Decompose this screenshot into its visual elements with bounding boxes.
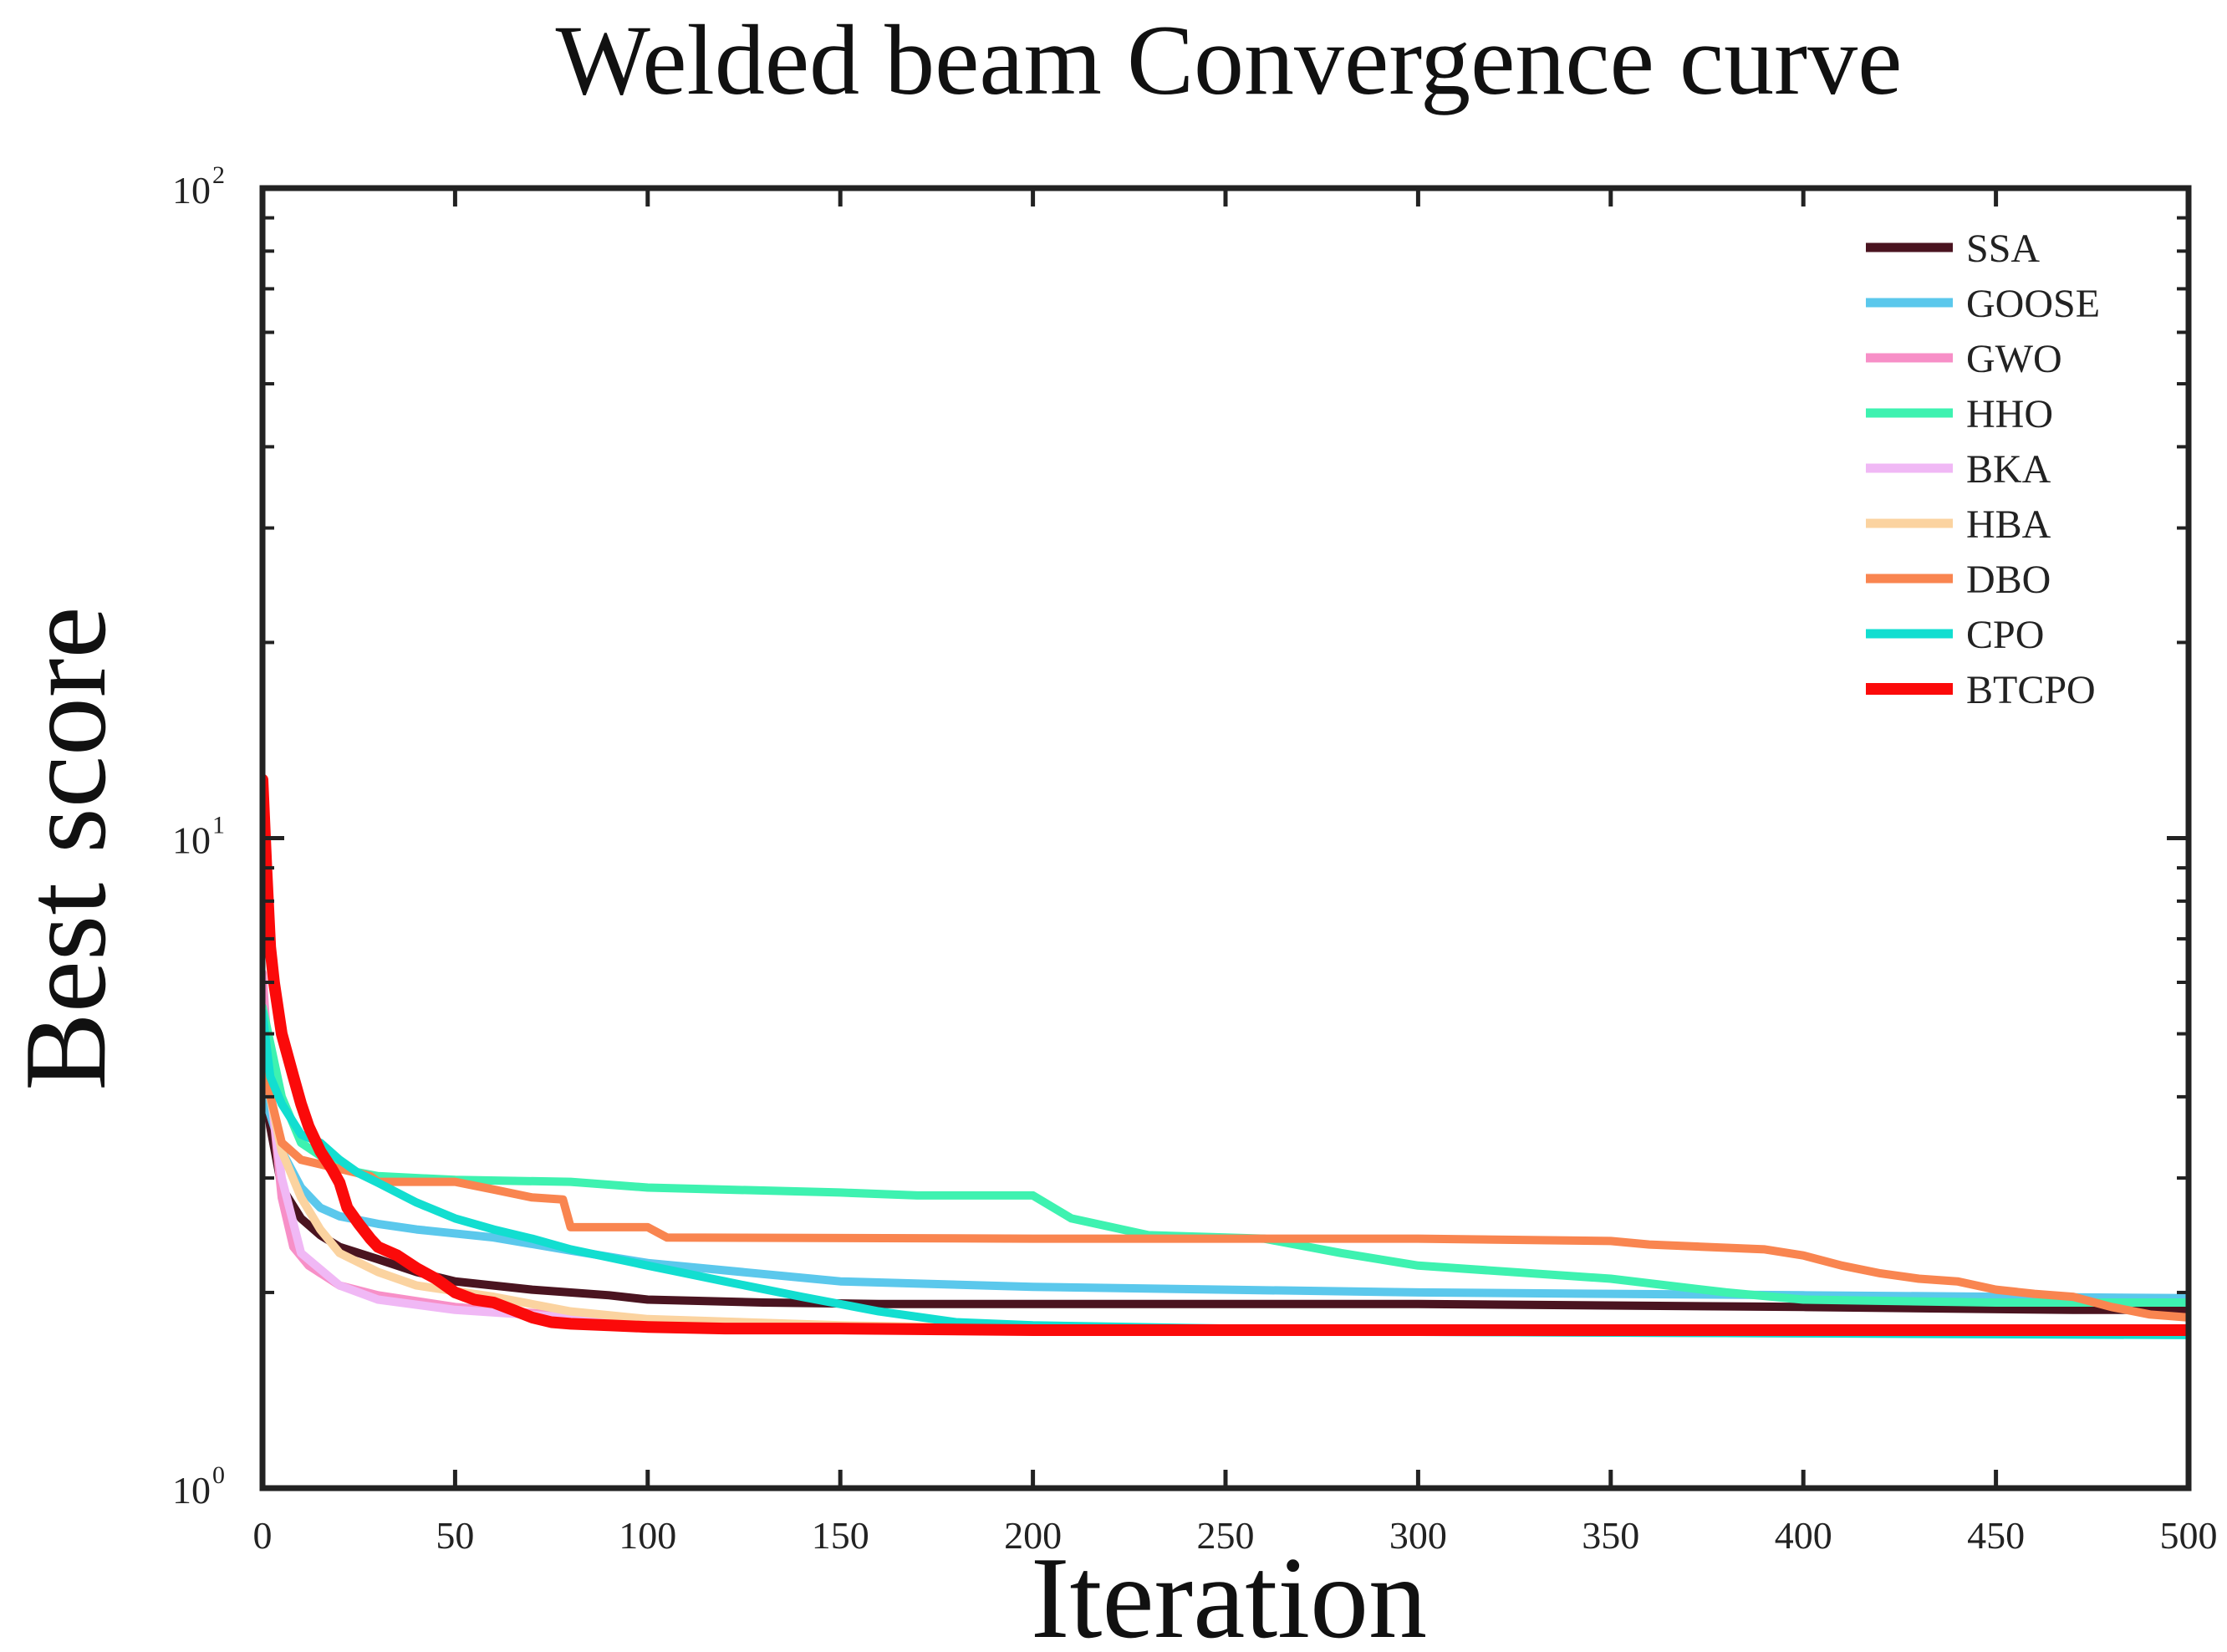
y-tick-label: 10 — [172, 1469, 211, 1512]
x-tick-label: 300 — [1389, 1514, 1447, 1557]
series-lines — [262, 773, 2189, 1339]
x-tick-label: 100 — [619, 1514, 676, 1557]
x-tick-label: 150 — [812, 1514, 869, 1557]
chart-title: Welded beam Convergence curve — [556, 4, 1903, 115]
legend-label-hba: HBA — [1966, 502, 2051, 547]
legend-label-ssa: SSA — [1966, 227, 2040, 271]
legend: SSA GOOSE GWO HHO BKA HBA DBO CPO BTCPO — [1866, 227, 2100, 712]
legend-label-goose: GOOSE — [1966, 282, 2100, 326]
y-tick-exponent: 1 — [212, 812, 225, 839]
legend-label-dbo: DBO — [1966, 558, 2051, 602]
x-tick-label: 250 — [1197, 1514, 1255, 1557]
x-tick-label: 200 — [1004, 1514, 1062, 1557]
y-tick-exponent: 2 — [212, 161, 225, 189]
x-tick-label: 0 — [253, 1514, 273, 1557]
x-axis-label: Iteration — [1031, 1533, 1427, 1652]
series-line-btcpo — [262, 773, 2189, 1336]
legend-label-btcpo: BTCPO — [1966, 668, 2096, 712]
legend-label-cpo: CPO — [1966, 613, 2044, 657]
x-tick-label: 350 — [1582, 1514, 1639, 1557]
x-tick-label: 50 — [436, 1514, 474, 1557]
series-line-ssa — [262, 1053, 2189, 1314]
y-tick-label: 10 — [172, 169, 211, 212]
legend-label-gwo: GWO — [1966, 337, 2062, 381]
y-axis-label: Best score — [1, 606, 130, 1090]
y-tick-exponent: 0 — [212, 1461, 225, 1489]
y-tick-label: 10 — [172, 819, 211, 862]
x-tick-label: 450 — [1967, 1514, 2025, 1557]
x-tick-label: 500 — [2160, 1514, 2218, 1557]
x-tick-label: 400 — [1775, 1514, 1832, 1557]
legend-label-hho: HHO — [1966, 392, 2053, 436]
legend-label-bka: BKA — [1966, 447, 2051, 492]
